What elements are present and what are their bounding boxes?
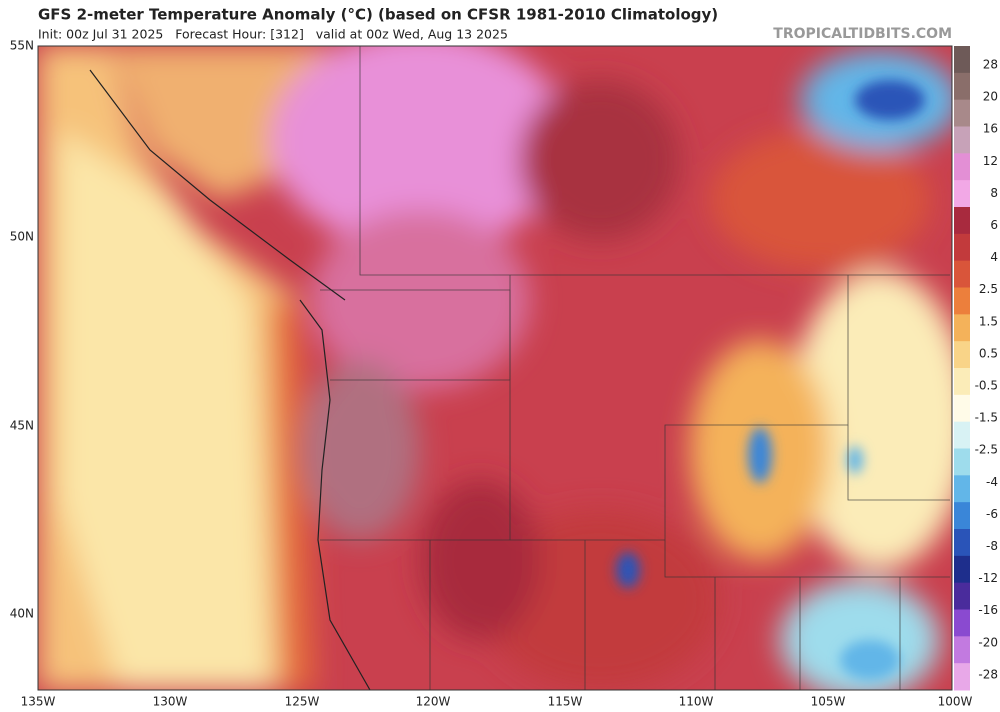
colorbar-label: -12 bbox=[978, 571, 998, 585]
colorbar-swatch bbox=[954, 502, 970, 530]
colorbar-label: 16 bbox=[983, 122, 998, 136]
lon-label: 120W bbox=[416, 695, 451, 709]
colorbar-label: -28 bbox=[978, 667, 998, 681]
colorbar-swatch bbox=[954, 126, 970, 154]
colorbar-label: -8 bbox=[986, 539, 998, 553]
lat-label: 40N bbox=[10, 607, 34, 621]
colorbar-label: -6 bbox=[986, 507, 998, 521]
lon-label: 110W bbox=[679, 695, 714, 709]
lon-label: 100W bbox=[938, 695, 973, 709]
colorbar-swatch bbox=[954, 663, 970, 691]
lon-label: 105W bbox=[811, 695, 846, 709]
colorbar-swatch bbox=[954, 529, 970, 557]
colorbar-swatch bbox=[954, 421, 970, 449]
colorbar-label: 2.5 bbox=[979, 282, 998, 296]
colorbar-swatch bbox=[954, 260, 970, 288]
colorbar-label: -4 bbox=[986, 475, 998, 489]
lon-label: 125W bbox=[285, 695, 320, 709]
lat-label: 50N bbox=[10, 230, 34, 244]
colorbar-swatch bbox=[954, 180, 970, 208]
colorbar-swatch bbox=[954, 207, 970, 235]
colorbar-swatch bbox=[954, 153, 970, 181]
anomaly-field bbox=[38, 46, 952, 690]
colorbar-label: 4 bbox=[990, 250, 998, 264]
colorbar-swatch bbox=[954, 368, 970, 396]
colorbar-swatch bbox=[954, 341, 970, 369]
colorbar-label: 8 bbox=[990, 186, 998, 200]
colorbar-swatch bbox=[954, 609, 970, 637]
lon-label: 135W bbox=[21, 695, 56, 709]
colorbar-swatch bbox=[954, 475, 970, 503]
colorbar-label: 28 bbox=[983, 58, 998, 72]
lat-label: 55N bbox=[10, 39, 34, 53]
colorbar-label: -1.5 bbox=[975, 411, 998, 425]
colorbar-label: -20 bbox=[978, 635, 998, 649]
colorbar-swatch bbox=[954, 448, 970, 476]
colorbar-swatch bbox=[954, 394, 970, 423]
lon-label: 115W bbox=[548, 695, 583, 709]
title: GFS 2-meter Temperature Anomaly (°C) (ba… bbox=[38, 6, 718, 24]
colorbar-swatch bbox=[954, 636, 970, 664]
subtitle: Init: 00z Jul 31 2025 Forecast Hour: [31… bbox=[38, 27, 508, 42]
map-frame bbox=[37, 45, 953, 691]
lon-label: 130W bbox=[153, 695, 188, 709]
brand: TROPICALTIDBITS.COM bbox=[773, 26, 952, 42]
colorbar-label: -16 bbox=[978, 603, 998, 617]
colorbar-label: -2.5 bbox=[975, 443, 998, 457]
colorbar-label: 1.5 bbox=[979, 314, 998, 328]
colorbar-swatch bbox=[954, 582, 970, 610]
colorbar-swatch bbox=[954, 99, 970, 127]
colorbar-swatch bbox=[954, 233, 970, 262]
colorbar-swatch bbox=[954, 287, 970, 315]
colorbar-label: 0.5 bbox=[979, 346, 998, 360]
colorbar-swatch bbox=[954, 72, 970, 101]
colorbar-label: 6 bbox=[990, 218, 998, 232]
colorbar-label: -0.5 bbox=[975, 379, 998, 393]
colorbar-swatch bbox=[954, 46, 970, 74]
colorbar-label: 12 bbox=[983, 154, 998, 168]
colorbar-swatch bbox=[954, 555, 970, 584]
lat-label: 45N bbox=[10, 419, 34, 433]
colorbar-label: 20 bbox=[983, 90, 998, 104]
colorbar-swatch bbox=[954, 314, 970, 342]
